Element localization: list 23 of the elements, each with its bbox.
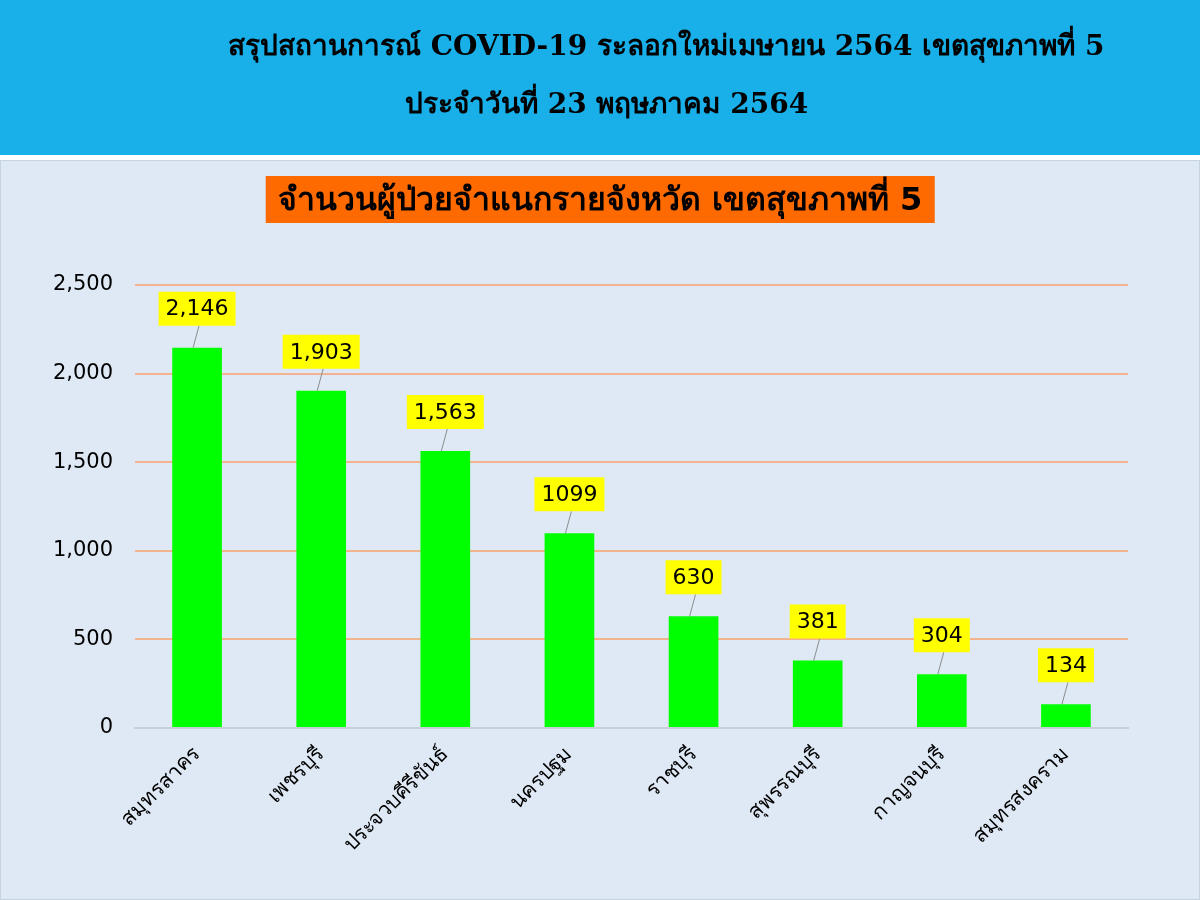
bar	[792, 660, 843, 727]
bar	[296, 390, 347, 727]
chart-title: จำนวนผู้ป่วยจำแนกรายจังหวัด เขตสุขภาพที่ 5	[265, 176, 935, 224]
bar	[420, 451, 471, 727]
y-tick-label: 2,000	[52, 360, 113, 385]
bar	[668, 616, 719, 727]
data-label: 630	[672, 564, 715, 590]
data-label: 304	[920, 621, 963, 647]
y-tick-label: 1,000	[52, 537, 113, 562]
data-label: 1099	[541, 480, 598, 506]
data-label: 134	[1044, 651, 1087, 677]
y-tick-label: 1,500	[52, 448, 113, 473]
y-tick-label: 2,500	[52, 271, 113, 296]
data-label: 1,563	[413, 398, 477, 424]
data-label: 381	[796, 608, 839, 634]
bar	[916, 674, 967, 727]
bar	[172, 347, 222, 727]
y-tick-label: 500	[72, 625, 113, 650]
bar	[544, 533, 595, 727]
data-label: 1,903	[289, 338, 353, 364]
data-label: 2,146	[165, 295, 229, 321]
y-tick-label: 0	[99, 714, 113, 739]
bar	[1041, 704, 1091, 727]
